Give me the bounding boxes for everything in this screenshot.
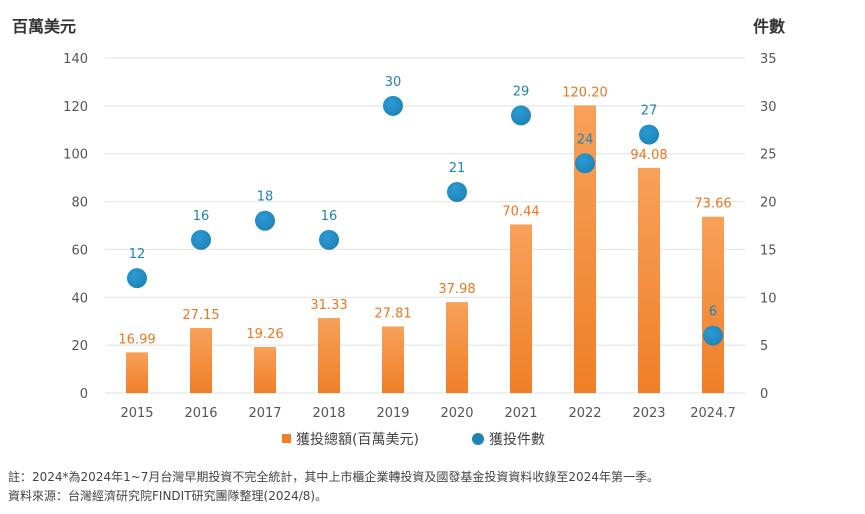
x-tick-label: 2024.7 bbox=[690, 406, 736, 421]
x-tick-label: 2022 bbox=[568, 406, 601, 421]
bar-value-label: 16.99 bbox=[118, 332, 155, 347]
y-right-tick-label: 35 bbox=[760, 52, 777, 67]
y-right-tick-label: 10 bbox=[760, 291, 777, 306]
bar bbox=[574, 105, 596, 393]
scatter-series bbox=[127, 95, 723, 346]
y-left-tick-label: 40 bbox=[71, 291, 88, 306]
y-right-tick-label: 25 bbox=[760, 148, 777, 163]
scatter-point bbox=[639, 124, 659, 145]
y-right-tick-label: 30 bbox=[760, 100, 777, 115]
scatter-point bbox=[191, 229, 211, 250]
bar bbox=[638, 167, 660, 393]
bar-value-label: 120.20 bbox=[562, 85, 608, 100]
scatter-point bbox=[383, 95, 403, 116]
x-tick-label: 2018 bbox=[312, 406, 345, 421]
y-left-tick-label: 140 bbox=[63, 52, 88, 67]
y-right-tick-labels: 0 5 10 15 20 25 30 35 bbox=[760, 52, 777, 402]
bar bbox=[318, 318, 340, 393]
x-tick-labels: 2015 2016 2017 2018 2019 2020 2021 2022 2023 2024… bbox=[120, 406, 735, 421]
x-tick-label: 2015 bbox=[120, 406, 153, 421]
scatter-point bbox=[127, 268, 147, 289]
x-tick-label: 2017 bbox=[248, 406, 281, 421]
scatter-value-label: 30 bbox=[385, 75, 402, 90]
legend-dot-swatch bbox=[472, 433, 484, 445]
scatter-value-label: 16 bbox=[193, 209, 210, 224]
x-tick-label: 2023 bbox=[632, 406, 665, 421]
combo-chart: 百萬美元 件數 0 20 40 60 80 100 120 140 0 5 10 15 20 25 30 3… bbox=[12, 17, 785, 448]
bar bbox=[126, 352, 148, 393]
y-left-tick-label: 60 bbox=[71, 243, 88, 258]
bar-value-label: 19.26 bbox=[246, 327, 283, 342]
bar bbox=[702, 216, 724, 393]
legend: 獲投總額(百萬美元) 獲投件數 bbox=[282, 431, 545, 448]
bar-value-label: 27.81 bbox=[374, 306, 411, 321]
scatter-value-label: 12 bbox=[129, 247, 146, 262]
source-note: 資料來源：台灣經濟研究院FINDIT研究團隊整理(2024/8)。 bbox=[8, 489, 328, 503]
scatter-value-label: 6 bbox=[709, 305, 717, 320]
scatter-value-label: 29 bbox=[513, 84, 530, 99]
x-tick-label: 2020 bbox=[440, 406, 473, 421]
y-left-tick-label: 20 bbox=[71, 339, 88, 354]
legend-bar-swatch bbox=[282, 434, 291, 443]
y-right-tick-label: 15 bbox=[760, 243, 777, 258]
footnote: 註：2024*為2024年1~7月台灣早期投資不完全統計，其中上市櫃企業轉投資及… bbox=[8, 470, 659, 484]
y-right-tick-label: 5 bbox=[760, 339, 768, 354]
y-left-tick-labels: 0 20 40 60 80 100 120 140 bbox=[63, 52, 88, 402]
bar-value-label: 37.98 bbox=[438, 282, 475, 297]
bar bbox=[446, 302, 468, 393]
scatter-point bbox=[447, 182, 467, 202]
bar-value-label: 70.44 bbox=[502, 204, 539, 219]
y-left-tick-label: 0 bbox=[80, 387, 88, 402]
bar-value-label: 31.33 bbox=[310, 298, 347, 313]
y-left-tick-label: 100 bbox=[63, 148, 88, 163]
bar-value-labels: 16.99 27.15 19.26 31.33 27.81 37.98 70.44 120.2… bbox=[118, 85, 731, 347]
y-right-tick-label: 0 bbox=[760, 387, 768, 402]
y-left-tick-label: 120 bbox=[63, 100, 88, 115]
y-right-tick-label: 20 bbox=[760, 196, 777, 211]
y-left-tick-label: 80 bbox=[71, 196, 88, 211]
bar bbox=[190, 328, 212, 393]
x-tick-label: 2021 bbox=[504, 406, 537, 421]
scatter-value-labels: 12 16 18 16 30 21 29 24 27 6 bbox=[129, 75, 717, 320]
legend-dot-label: 獲投件數 bbox=[489, 432, 545, 448]
bar-value-label: 73.66 bbox=[694, 197, 731, 212]
legend-bar-label: 獲投總額(百萬美元) bbox=[296, 431, 419, 448]
bar bbox=[510, 224, 532, 393]
scatter-point bbox=[255, 210, 275, 231]
y-right-axis-title: 件數 bbox=[753, 17, 785, 36]
y-left-axis-title: 百萬美元 bbox=[12, 17, 76, 36]
scatter-value-label: 21 bbox=[449, 161, 466, 176]
bar-value-label: 94.08 bbox=[630, 148, 667, 163]
scatter-point bbox=[319, 229, 339, 250]
scatter-point bbox=[703, 325, 723, 346]
bar-value-label: 27.15 bbox=[182, 308, 219, 323]
scatter-value-label: 18 bbox=[257, 190, 274, 205]
x-tick-label: 2016 bbox=[184, 406, 217, 421]
x-tick-label: 2019 bbox=[376, 406, 409, 421]
scatter-value-label: 16 bbox=[321, 209, 338, 224]
scatter-point bbox=[511, 105, 531, 126]
bar bbox=[382, 326, 404, 393]
scatter-point bbox=[575, 153, 595, 174]
scatter-value-label: 24 bbox=[577, 132, 594, 147]
bar bbox=[254, 346, 276, 393]
bar-series bbox=[126, 105, 724, 393]
scatter-value-label: 27 bbox=[641, 104, 658, 119]
